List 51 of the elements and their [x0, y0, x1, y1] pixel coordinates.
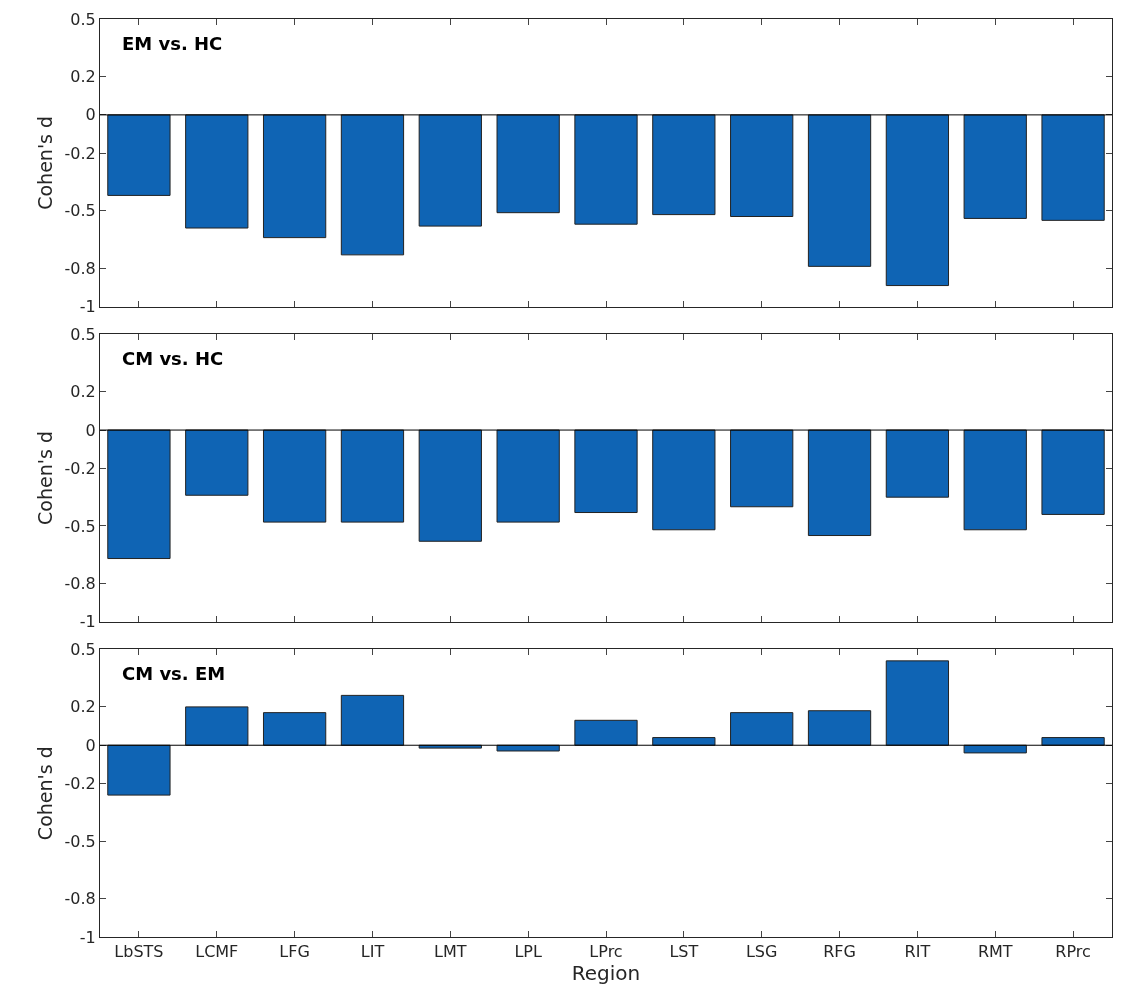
- y-tick-label: 0: [85, 735, 96, 755]
- y-tick-label: -0.8: [64, 258, 96, 278]
- bar: [262, 712, 327, 746]
- y-tick-label: -1: [79, 927, 96, 947]
- y-tick-label: -0.2: [64, 143, 96, 163]
- x-tick-label: LFG: [279, 942, 310, 962]
- x-tick-label: LIT: [360, 942, 385, 962]
- y-axis-title: Cohen's d: [34, 431, 57, 525]
- text: CM vs. EM: [122, 663, 226, 684]
- y-axis-title: Cohen's d: [34, 115, 57, 210]
- bar: [340, 694, 405, 746]
- y-tick-label: 0.2: [70, 67, 96, 87]
- y-tick-label: -0.2: [64, 459, 96, 479]
- y-tick-label: -0.5: [64, 201, 96, 221]
- y-tick-label: 0.5: [70, 9, 96, 29]
- bar: [185, 706, 249, 746]
- bar: [807, 710, 872, 746]
- bar: [574, 719, 638, 746]
- x-tick-label: RIT: [904, 942, 931, 962]
- y-tick-label: -0.8: [64, 889, 96, 909]
- y-tick-label: -0.2: [64, 774, 96, 794]
- x-tick-label: LST: [669, 942, 699, 962]
- x-tick-label: RMT: [977, 942, 1013, 962]
- bar: [730, 712, 794, 746]
- y-tick-label: -1: [79, 297, 96, 317]
- y-tick-label: 0: [85, 420, 96, 440]
- y-tick-label: 0.5: [70, 639, 96, 659]
- x-tick-label: LCMF: [195, 942, 239, 962]
- x-tick-label: LbSTS: [114, 942, 164, 962]
- bar: [652, 737, 716, 746]
- x-tick-label: RFG: [823, 942, 856, 962]
- x-tick-label: LSG: [745, 942, 778, 962]
- y-axis-title: Cohen's d: [34, 746, 57, 841]
- x-tick-label: LPL: [514, 942, 542, 962]
- x-tick-label: LPrc: [589, 942, 623, 962]
- y-tick-label: 0: [85, 105, 96, 125]
- y-tick-label: -1: [79, 612, 96, 632]
- y-tick-label: -0.5: [64, 516, 96, 536]
- text: CM vs. HC: [122, 348, 224, 369]
- text: EM vs. HC: [122, 33, 223, 54]
- x-tick-label: RPrc: [1055, 942, 1091, 962]
- y-tick-label: 0.2: [70, 382, 96, 402]
- bar: [1041, 737, 1105, 746]
- y-tick-label: -0.5: [64, 831, 96, 851]
- y-tick-label: -0.8: [64, 574, 96, 594]
- x-tick-label: LMT: [434, 942, 467, 962]
- bar: [885, 660, 950, 746]
- y-tick-label: 0.5: [70, 324, 96, 344]
- y-tick-label: 0.2: [70, 697, 96, 717]
- x-axis-title: Region: [571, 961, 641, 986]
- bar: [107, 744, 171, 796]
